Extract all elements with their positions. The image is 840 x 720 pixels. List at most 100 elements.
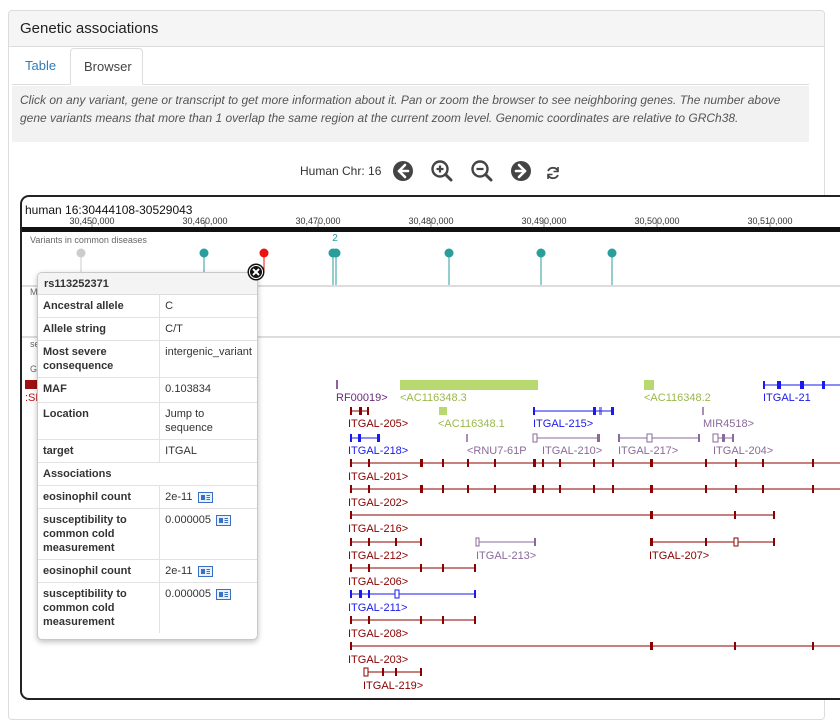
variant-marker[interactable]	[536, 248, 546, 258]
gene-label[interactable]: ITGAL-208>	[348, 628, 408, 640]
association-trait-link[interactable]: susceptibility to common cold measuremen…	[38, 508, 161, 560]
popup-key: Ancestral allele	[38, 295, 161, 318]
study-icon[interactable]	[216, 588, 232, 600]
variant-marker[interactable]	[444, 248, 454, 258]
association-value: 0.000005	[160, 583, 257, 634]
association-row: susceptibility to common cold measuremen…	[38, 582, 257, 634]
arrow-right-icon[interactable]	[509, 159, 533, 183]
gene-label[interactable]: ITGAL-202>	[348, 497, 408, 509]
gene-label[interactable]: ITGAL-213>	[476, 550, 536, 562]
gene-label[interactable]: ITGAL-201>	[348, 471, 408, 483]
transcript-itgal-211[interactable]	[350, 589, 476, 599]
gene-label[interactable]: ITGAL-212>	[348, 550, 408, 562]
variant-marker[interactable]	[607, 248, 617, 258]
gene-label[interactable]: ITGAL-215>	[533, 418, 593, 430]
popup-value: 0.103834	[159, 377, 257, 403]
variant-marker[interactable]	[331, 248, 341, 258]
cluster-count: 2	[332, 233, 338, 244]
gene-label[interactable]: <AC116348.1	[438, 418, 505, 430]
gene-label[interactable]: ITGAL-21	[763, 392, 811, 404]
study-icon[interactable]	[216, 514, 232, 526]
association-row: eosinophil count 2e-11	[38, 559, 257, 583]
gene-feature[interactable]	[439, 407, 447, 415]
variant-marker[interactable]	[199, 248, 209, 258]
arrow-left-icon[interactable]	[391, 159, 415, 183]
gene-label[interactable]: ITGAL-204>	[713, 445, 773, 457]
tab-bar: Table Browser	[12, 48, 809, 85]
variant-markers[interactable]	[76, 248, 617, 286]
tab-table[interactable]: Table	[25, 58, 57, 73]
popup-row: Ancestral allele C	[38, 295, 257, 318]
track-label-partial: se	[30, 339, 40, 349]
associations-header: Associations	[38, 462, 257, 486]
transcript-itgal-213[interactable]	[475, 537, 536, 547]
refresh-icon[interactable]	[545, 165, 569, 189]
association-pvalue: 0.000005	[165, 588, 212, 600]
transcript-itgal-216[interactable]	[350, 511, 775, 519]
gene-label[interactable]: ITGAL-205>	[348, 418, 408, 430]
popup-row: Associations	[38, 462, 257, 486]
ruler-bar	[22, 227, 840, 232]
popup-key: Location	[38, 402, 161, 440]
gene-feature[interactable]	[644, 380, 654, 390]
gene-label[interactable]: MIR4518>	[703, 418, 754, 430]
transcript-itgal-207[interactable]	[650, 537, 775, 547]
popup-row: Most severe consequence intergenic_varia…	[38, 340, 257, 378]
track-label-partial: M	[30, 287, 38, 297]
gene-label[interactable]: ITGAL-206>	[348, 576, 408, 588]
association-trait-link[interactable]: susceptibility to common cold measuremen…	[38, 582, 161, 633]
association-pvalue: 2e-11	[165, 491, 193, 503]
browser-canvas[interactable]: human 16:30444108-30529043 30,450,000 30…	[22, 197, 840, 700]
tick-label: 30,460,000	[182, 216, 227, 226]
popup-row: Location Jump to sequence	[38, 402, 257, 440]
popup-value: ITGAL	[159, 439, 257, 463]
gene-label[interactable]: ITGAL-210>	[542, 445, 602, 457]
track-label-partial: Ge	[30, 364, 42, 374]
association-trait-link[interactable]: eosinophil count	[38, 485, 161, 509]
transcript-itgal-219[interactable]	[363, 667, 422, 677]
ruler-ticks: 30,450,000 30,460,000 30,470,000 30,480,…	[69, 216, 793, 227]
variant-track-label: Variants in common diseases	[30, 235, 147, 245]
gene-label[interactable]: <RNU7-61P	[467, 445, 527, 457]
gene-label[interactable]: ITGAL-216>	[348, 523, 408, 535]
zoom-out-icon[interactable]	[470, 159, 494, 183]
gene-label[interactable]: ITGAL-203>	[348, 654, 408, 666]
gene-label[interactable]: <AC116348.3	[400, 392, 467, 404]
association-row: eosinophil count 2e-11	[38, 485, 257, 509]
tick-label: 30,510,000	[747, 216, 792, 226]
gene-label[interactable]: ITGAL-219>	[363, 680, 423, 692]
transcript-itgal-212[interactable]	[350, 538, 422, 546]
popup-value: intergenic_variant	[159, 340, 257, 378]
popup-row: Allele string C/T	[38, 317, 257, 341]
transcript-itgal-201[interactable]	[350, 459, 840, 467]
gene-label[interactable]: RF00019>	[336, 392, 388, 404]
gene-label[interactable]: ITGAL-218>	[348, 445, 408, 457]
popup-key: Allele string	[38, 317, 161, 341]
tab-browser[interactable]: Browser	[70, 48, 143, 85]
gene-label[interactable]: ITGAL-217>	[618, 445, 678, 457]
gene-label[interactable]: ITGAL-207>	[649, 550, 709, 562]
variant-marker-selected[interactable]	[259, 248, 269, 258]
gene-track[interactable]: :SE RF00019> <AC116348.3 <AC116348.2 ITG…	[25, 380, 840, 692]
transcript-itgal-206[interactable]	[350, 564, 476, 572]
popup-key: MAF	[38, 377, 161, 403]
gene-label[interactable]: <AC116348.2	[644, 392, 711, 404]
association-pvalue: 2e-11	[165, 565, 193, 577]
study-icon[interactable]	[197, 565, 213, 577]
transcript-itgal-208[interactable]	[350, 616, 476, 624]
variant-marker[interactable]	[76, 248, 86, 258]
transcript-itgal-202[interactable]	[350, 485, 840, 493]
close-icon[interactable]	[247, 263, 265, 281]
transcript-itgal-203[interactable]	[350, 642, 840, 650]
tick-label: 30,450,000	[69, 216, 114, 226]
association-trait-link[interactable]: eosinophil count	[38, 559, 161, 583]
gene-feature[interactable]	[400, 380, 538, 390]
tick-label: 30,500,000	[634, 216, 679, 226]
gene-feature[interactable]	[25, 380, 40, 389]
jump-to-sequence-link[interactable]: Jump to sequence	[159, 402, 257, 440]
chromosome-label: Human Chr: 16	[300, 164, 382, 178]
zoom-in-icon[interactable]	[430, 159, 454, 183]
association-value: 0.000005	[159, 508, 257, 560]
study-icon[interactable]	[197, 491, 213, 503]
gene-label[interactable]: ITGAL-211>	[348, 602, 407, 614]
